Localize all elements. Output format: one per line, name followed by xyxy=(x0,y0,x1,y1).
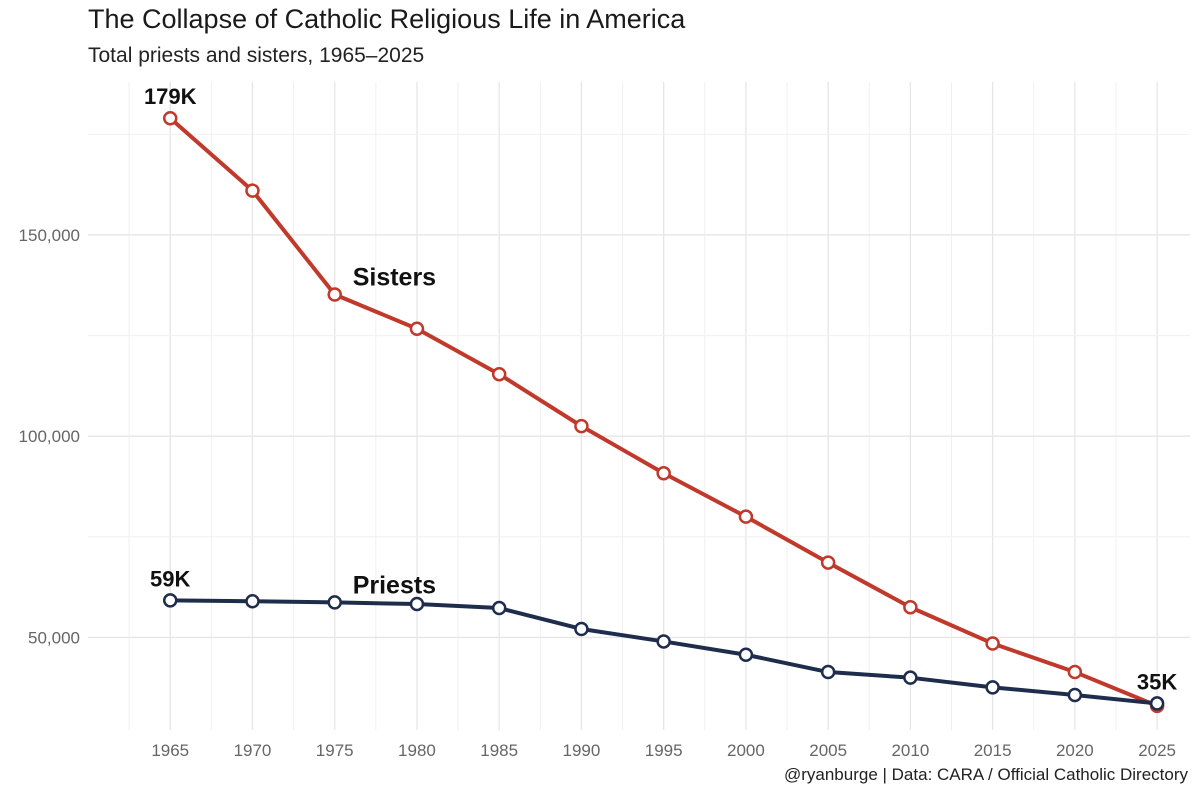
data-point-sisters xyxy=(738,509,754,524)
data-point-sisters xyxy=(327,287,342,302)
y-tick-label: 50,000 xyxy=(28,628,80,647)
series-label-priests: Priests xyxy=(353,571,436,599)
data-point-priests xyxy=(903,670,918,685)
series-lines xyxy=(162,110,1165,714)
data-point-sisters xyxy=(656,465,671,481)
data-point-priests xyxy=(1067,687,1083,703)
data-point-sisters xyxy=(409,321,425,336)
data-point-priests xyxy=(820,664,836,680)
data-point-priests xyxy=(162,593,178,608)
series-label-sisters: Sisters xyxy=(353,264,436,292)
x-tick-label: 1975 xyxy=(316,741,354,760)
data-point-priests xyxy=(574,621,589,637)
y-tick-label: 150,000 xyxy=(19,226,80,245)
x-axis: 1965 1970 1975 1980 1985 1990 1995 2000 2005 2010… xyxy=(151,741,1176,760)
data-point-sisters xyxy=(491,366,507,382)
data-point-sisters xyxy=(820,555,836,570)
data-point-sisters xyxy=(985,636,1000,651)
x-tick-label: 1965 xyxy=(151,741,189,760)
y-tick-label: 100,000 xyxy=(19,427,80,446)
x-tick-label: 2025 xyxy=(1138,741,1176,760)
chart-labels: Sisters Priests 179K 59K 35K xyxy=(144,84,1177,694)
data-point-sisters xyxy=(903,599,918,615)
y-axis: 50,000 100,000 150,000 xyxy=(19,226,80,647)
x-tick-label: 2000 xyxy=(727,741,765,760)
x-tick-label: 1985 xyxy=(480,741,518,760)
value-label: 59K xyxy=(150,566,190,591)
data-point-sisters xyxy=(162,110,178,126)
x-tick-label: 2005 xyxy=(809,741,847,760)
data-point-priests xyxy=(738,647,754,662)
chart-caption: @ryanburge | Data: CARA / Official Catho… xyxy=(783,765,1188,784)
value-label: 179K xyxy=(144,84,197,109)
data-point-priests xyxy=(1149,696,1165,711)
value-label: 35K xyxy=(1137,669,1177,694)
x-tick-label: 1970 xyxy=(234,741,272,760)
x-tick-label: 2015 xyxy=(974,741,1012,760)
data-point-sisters xyxy=(1067,664,1083,680)
x-tick-label: 2010 xyxy=(891,741,929,760)
data-point-priests xyxy=(409,596,425,612)
x-tick-label: 1995 xyxy=(645,741,683,760)
data-point-sisters xyxy=(574,418,589,434)
data-point-priests xyxy=(327,595,342,610)
grid-lines xyxy=(88,82,1190,730)
chart-title: The Collapse of Catholic Religious Life … xyxy=(88,4,686,34)
data-point-priests xyxy=(245,593,260,609)
x-tick-label: 1990 xyxy=(563,741,601,760)
data-point-sisters xyxy=(245,183,260,198)
chart-subtitle: Total priests and sisters, 1965–2025 xyxy=(88,44,425,67)
data-point-priests xyxy=(491,600,507,616)
x-tick-label: 2020 xyxy=(1056,741,1094,760)
data-point-priests xyxy=(656,634,671,649)
data-point-priests xyxy=(985,680,1000,695)
x-tick-label: 1980 xyxy=(398,741,436,760)
